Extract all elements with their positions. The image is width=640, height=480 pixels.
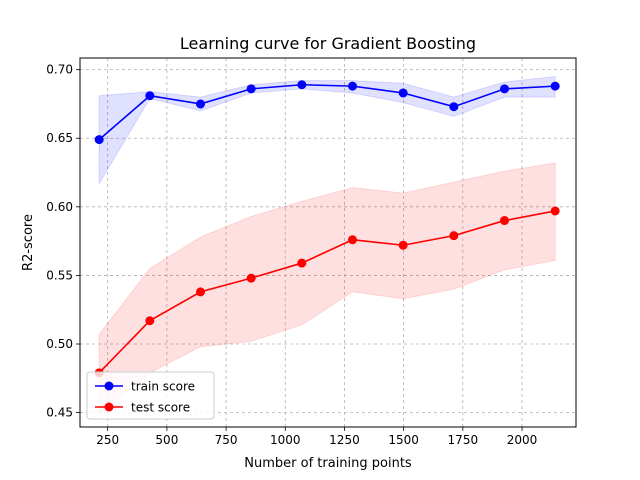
data-point <box>550 206 560 216</box>
legend-label: test score <box>131 401 190 415</box>
chart-title: Learning curve for Gradient Boosting <box>180 34 476 53</box>
x-axis-ticks: 250 500 750 1000 1250 1500 1750 2000 <box>96 427 537 447</box>
legend-point-marker <box>104 381 114 391</box>
data-point <box>145 91 155 101</box>
y-tick-label: 0.55 <box>46 268 73 282</box>
legend-point-marker <box>104 402 114 412</box>
series-lines <box>98 83 556 374</box>
data-point <box>500 84 510 94</box>
legend-label: train score <box>131 380 195 394</box>
series-points <box>94 80 560 378</box>
y-axis-label: R2-score <box>21 214 36 271</box>
x-tick-label: 1500 <box>388 433 419 447</box>
data-point <box>449 231 459 241</box>
data-point <box>398 88 408 98</box>
grid-lines <box>80 58 576 427</box>
plot-frame <box>79 57 577 428</box>
y-tick-label: 0.60 <box>46 200 73 214</box>
data-point <box>500 216 510 226</box>
x-axis-label: Number of training points <box>244 456 412 471</box>
x-tick-label: 500 <box>155 433 178 447</box>
data-point <box>297 258 307 268</box>
series-line-1 <box>98 210 556 374</box>
x-tick-label: 1250 <box>329 433 360 447</box>
data-point <box>145 316 155 326</box>
x-tick-label: 1750 <box>448 433 479 447</box>
data-point <box>398 240 408 250</box>
data-point <box>196 287 206 297</box>
confidence-band-1 <box>98 162 556 416</box>
data-point <box>550 81 560 91</box>
x-tick-label: 250 <box>96 433 119 447</box>
x-tick-label: 2000 <box>507 433 538 447</box>
y-tick-label: 0.45 <box>46 406 73 420</box>
legend: train score test score <box>86 371 215 420</box>
y-tick-label: 0.65 <box>46 131 73 145</box>
data-point <box>297 80 307 90</box>
series-line-0 <box>98 83 556 141</box>
y-axis-ticks: 0.45 0.50 0.55 0.60 0.65 0.70 <box>46 63 80 420</box>
x-tick-label: 1000 <box>270 433 301 447</box>
data-point <box>246 273 256 283</box>
data-point <box>196 99 206 109</box>
data-point <box>94 135 104 145</box>
data-point <box>449 102 459 112</box>
y-tick-label: 0.50 <box>46 337 73 351</box>
x-tick-label: 750 <box>215 433 238 447</box>
data-point <box>246 84 256 94</box>
data-point <box>348 235 358 245</box>
data-point <box>348 81 358 91</box>
y-tick-label: 0.70 <box>46 63 73 77</box>
